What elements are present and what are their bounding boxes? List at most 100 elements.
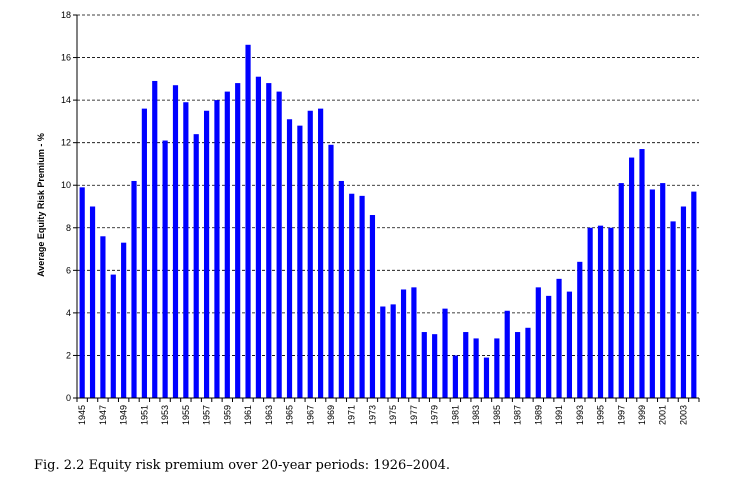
bar [494,338,500,398]
x-tick-label: 1951 [139,405,149,425]
bar [639,149,645,398]
gridlines [77,14,699,356]
y-tick-label: 12 [61,138,71,148]
bar [670,221,676,398]
bar [203,110,210,398]
bar [79,187,85,398]
bar [556,278,562,398]
bar [152,80,158,398]
y-tick-label: 4 [66,308,71,318]
y-tick-label: 0 [66,393,71,403]
bar [608,227,614,398]
bar [380,306,386,398]
bar [504,310,510,398]
bar [100,236,106,398]
bar [214,100,220,398]
bar [338,180,344,398]
bar [266,83,272,398]
bar [546,295,552,398]
x-tick-label: 1965 [285,405,295,425]
x-tick-label: 2001 [658,405,668,425]
bar [400,289,407,398]
bar [276,91,282,398]
bar [286,119,293,398]
x-tick-label: 2003 [678,405,688,425]
x-tick-label: 1961 [243,405,253,425]
bar [297,125,303,399]
bar [463,332,469,398]
x-tick-label: 1953 [160,405,170,425]
x-tick-label: 1987 [513,405,523,425]
x-tick-label: 1991 [554,405,564,425]
bar [442,308,448,398]
bar [390,304,396,398]
axes [73,14,700,402]
y-axis-label: Average Equity Risk Premium - % [36,133,46,277]
bar [587,227,593,398]
x-tick-label: 1997 [616,405,626,425]
bar [193,134,199,398]
bar [359,195,365,398]
bar [691,191,697,398]
y-tick-label: 14 [61,95,71,105]
bar [432,334,438,398]
bar [597,225,604,398]
x-tick-label: 1967 [305,405,315,425]
x-tick-label: 1969 [326,405,336,425]
x-tick-label: 1963 [264,405,274,425]
bar [566,291,573,398]
x-tick-label: 1949 [119,405,129,425]
x-tick-label: 1985 [492,405,502,425]
x-tick-label: 1973 [367,405,377,425]
bar [649,189,655,398]
bar [162,140,168,399]
x-tick-label: 1993 [575,405,585,425]
x-tick-labels: 1945 1947 1949 1951 1953 1955 1957 1959 1961 1963… [77,405,688,425]
bar [452,355,458,398]
bar [349,193,355,398]
bar [483,357,490,398]
bar [680,206,687,398]
bar [141,108,147,398]
bar [89,206,96,398]
x-tick-label: 1977 [409,405,419,425]
bar [255,76,262,398]
bar [131,180,137,398]
bar [328,144,334,398]
x-tick-label: 1957 [202,405,212,425]
bar [318,108,324,398]
bar [307,110,313,398]
bar [235,83,241,398]
bars [79,44,697,399]
y-tick-label: 18 [61,10,71,20]
figure-caption: Fig. 2.2 Equity risk premium over 20-yea… [34,458,451,473]
y-tick-labels: 0 2 4 6 8 10 12 14 16 18 [61,10,71,403]
y-tick-label: 10 [61,180,71,190]
y-tick-label: 16 [61,53,71,63]
bar [121,242,127,398]
bar [172,85,179,398]
x-tick-label: 1945 [77,405,87,425]
y-tick-label: 2 [66,350,71,360]
x-tick-label: 1947 [98,405,108,425]
bar [369,215,376,398]
bar [618,183,624,398]
bar [183,102,189,398]
bar [473,338,479,398]
bar [421,332,427,398]
bar [110,274,116,398]
x-tick-label: 1959 [222,405,232,425]
bar-chart: 0 2 4 6 8 10 12 14 16 18 1945 1947 1949 1951 1953 1955… [36,10,700,425]
bar [660,183,666,398]
y-tick-label: 6 [66,265,71,275]
bar [525,327,531,398]
x-tick-label: 1989 [533,405,543,425]
x-tick-label: 1999 [637,405,647,425]
bar [411,287,417,398]
x-tick-label: 1983 [471,405,481,425]
y-tick-label: 8 [66,223,71,233]
x-tick-label: 1955 [181,405,191,425]
bar [245,44,251,399]
bar [577,261,583,398]
x-tick-label: 1975 [388,405,398,425]
